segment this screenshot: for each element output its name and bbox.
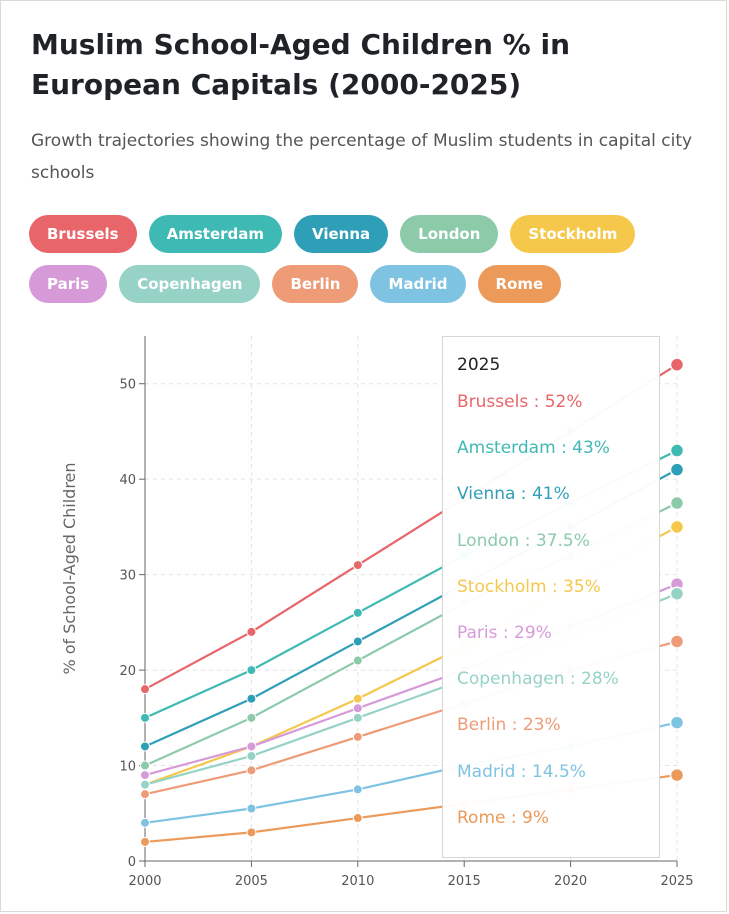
data-point-rome [140, 836, 150, 847]
data-point-brussels [246, 626, 257, 637]
data-point-vienna [669, 462, 685, 477]
y-tick-label: 10 [119, 760, 136, 775]
data-point-madrid [669, 715, 685, 730]
y-axis-label: % of School-Aged Children [60, 462, 79, 674]
data-point-london [140, 760, 150, 771]
legend-item-vienna[interactable]: Vienna [294, 215, 389, 253]
tooltip-row-copenhagen: Copenhagen : 28% [457, 669, 619, 690]
y-tick-label: 0 [128, 855, 136, 870]
legend-item-amsterdam[interactable]: Amsterdam [148, 215, 283, 253]
x-tick-label: 2025 [660, 874, 693, 889]
x-tick-label: 2005 [235, 874, 268, 889]
data-point-rome [246, 827, 257, 838]
data-point-stockholm [352, 693, 363, 704]
legend-item-paris[interactable]: Paris [29, 265, 108, 303]
data-point-madrid [140, 817, 150, 828]
legend-item-london[interactable]: London [400, 215, 499, 253]
tooltip: 2025 Brussels : 52% Amsterdam : 43% Vien… [442, 336, 660, 858]
data-point-amsterdam [669, 443, 685, 458]
tooltip-row-berlin: Berlin : 23% [457, 715, 561, 736]
data-point-copenhagen [352, 712, 363, 723]
tooltip-row-madrid: Madrid : 14.5% [457, 761, 586, 782]
data-point-paris [352, 703, 363, 714]
data-point-london [246, 712, 257, 723]
data-point-brussels [140, 684, 150, 695]
tooltip-row-vienna: Vienna : 41% [457, 484, 570, 505]
page-subtitle: Growth trajectories showing the percenta… [31, 131, 693, 183]
x-tick-label: 2020 [554, 874, 587, 889]
page-title: Muslim School-Aged Children % in Europea… [31, 28, 570, 101]
data-point-london [352, 655, 363, 666]
legend-item-copenhagen[interactable]: Copenhagen [119, 265, 261, 303]
legend-item-stockholm[interactable]: Stockholm [510, 215, 636, 253]
data-point-vienna [352, 636, 363, 647]
tooltip-row-london: London : 37.5% [457, 530, 590, 551]
data-point-rome [352, 813, 363, 824]
x-tick-label: 2015 [448, 874, 481, 889]
data-point-brussels [669, 357, 685, 372]
data-point-copenhagen [246, 751, 257, 761]
data-point-paris [246, 741, 257, 752]
legend: Brussels Amsterdam Vienna London Stockho… [29, 215, 709, 315]
y-tick-label: 40 [119, 473, 136, 488]
tooltip-header: 2025 [457, 355, 501, 375]
y-tick-label: 50 [119, 378, 136, 393]
legend-item-rome[interactable]: Rome [477, 265, 562, 303]
legend-item-madrid[interactable]: Madrid [370, 265, 466, 303]
legend-item-brussels[interactable]: Brussels [29, 215, 137, 253]
data-point-brussels [352, 560, 363, 571]
data-point-stockholm [669, 519, 685, 535]
y-tick-label: 20 [119, 664, 136, 679]
tooltip-row-brussels: Brussels : 52% [457, 392, 583, 412]
data-point-madrid [246, 803, 257, 814]
tooltip-row-rome: Rome : 9% [457, 807, 549, 828]
data-point-madrid [352, 784, 363, 795]
data-point-copenhagen [669, 586, 685, 601]
data-point-berlin [352, 731, 363, 742]
legend-item-berlin[interactable]: Berlin [272, 265, 359, 303]
data-point-vienna [246, 693, 257, 704]
data-point-berlin [669, 634, 685, 649]
data-point-berlin [246, 765, 257, 776]
data-point-amsterdam [246, 665, 257, 676]
data-point-amsterdam [352, 607, 363, 618]
x-tick-label: 2000 [128, 874, 161, 889]
data-point-rome [669, 767, 685, 783]
data-point-paris [140, 770, 150, 781]
tooltip-row-stockholm: Stockholm : 35% [457, 576, 601, 597]
legend-row: Paris Copenhagen Berlin Madrid Rome [29, 265, 709, 303]
tooltip-row-amsterdam: Amsterdam : 43% [457, 438, 610, 459]
legend-row: Brussels Amsterdam Vienna London Stockho… [29, 215, 709, 253]
data-point-berlin [140, 789, 150, 800]
data-point-vienna [140, 741, 150, 752]
data-point-amsterdam [140, 712, 150, 723]
data-point-copenhagen [140, 779, 150, 790]
tooltip-row-paris: Paris : 29% [457, 622, 552, 643]
data-point-london [669, 495, 685, 511]
x-tick-label: 2010 [341, 874, 374, 889]
y-tick-label: 30 [119, 569, 136, 584]
